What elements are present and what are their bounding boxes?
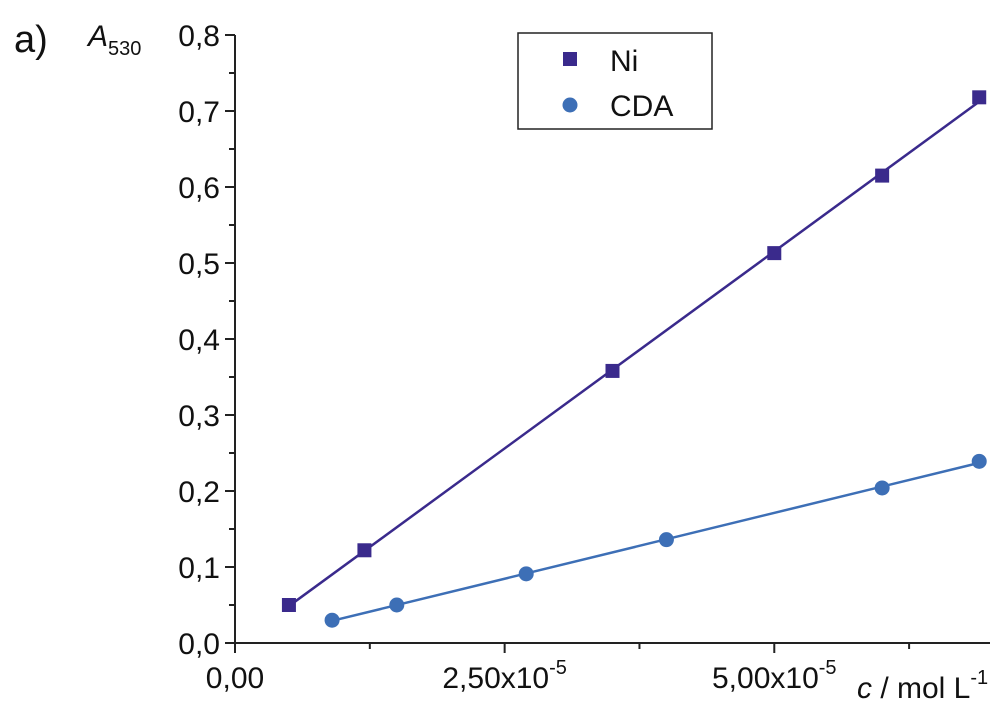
x-axis-symbol: c: [857, 672, 872, 704]
data-point-ni: [357, 543, 372, 558]
panel-label: a): [14, 19, 48, 61]
y-tick-label: 0,5: [178, 248, 220, 281]
data-point-cda: [324, 612, 340, 628]
data-point-cda: [389, 597, 405, 613]
plot-area: 0,00,10,20,30,40,50,60,70,80,00 2,50x10-5…: [178, 20, 990, 695]
legend-label-ni: Ni: [610, 45, 638, 78]
x-tick-label: 0,00: [206, 662, 264, 695]
x-tick-label-exponent: -5: [549, 657, 567, 679]
data-point-ni: [605, 363, 620, 378]
fit-line-cda: [331, 461, 980, 623]
data-point-ni: [875, 168, 890, 183]
y-axis-symbol: A: [86, 20, 108, 53]
x-tick-label-exponent: -5: [819, 657, 837, 679]
x-axis-unit: / mol L: [872, 672, 970, 704]
y-tick-label: 0,4: [178, 324, 220, 357]
y-tick-label: 0,6: [178, 172, 220, 205]
data-point-cda: [658, 532, 674, 548]
y-tick-label: 0,0: [178, 628, 220, 661]
data-point-ni: [972, 90, 987, 105]
y-tick-label: 0,3: [178, 400, 220, 433]
y-axis-label: A530: [86, 20, 141, 60]
y-tick-label: 0,2: [178, 476, 220, 509]
legend-label-cda: CDA: [610, 90, 673, 123]
y-tick-label: 0,1: [178, 552, 220, 585]
x-tick-label: 5,00x10-5: [712, 657, 837, 695]
x-axis-unit-exponent: -1: [970, 667, 988, 689]
legend-box: [517, 32, 713, 130]
x-tick-label: 2,50x10-5: [442, 657, 567, 695]
data-point-cda: [874, 480, 890, 496]
x-tick-label-mantissa: 0,00: [206, 662, 264, 695]
legend-marker-cda: [562, 97, 578, 113]
y-axis-subscript: 530: [108, 38, 141, 60]
legend-marker-ni: [563, 52, 577, 66]
x-axis-label: c / mol L-1: [857, 667, 988, 704]
data-point-cda: [518, 566, 534, 582]
y-tick-label: 0,8: [178, 20, 220, 53]
data-point-ni: [767, 246, 782, 261]
data-point-ni: [281, 598, 296, 612]
x-tick-label-mantissa: 2,50x10: [442, 662, 549, 695]
data-point-cda: [971, 453, 987, 469]
x-tick-label-mantissa: 5,00x10: [712, 662, 819, 695]
legend: Ni CDA: [517, 32, 713, 130]
fit-line-ni: [288, 100, 980, 608]
y-tick-label: 0,7: [178, 96, 220, 129]
